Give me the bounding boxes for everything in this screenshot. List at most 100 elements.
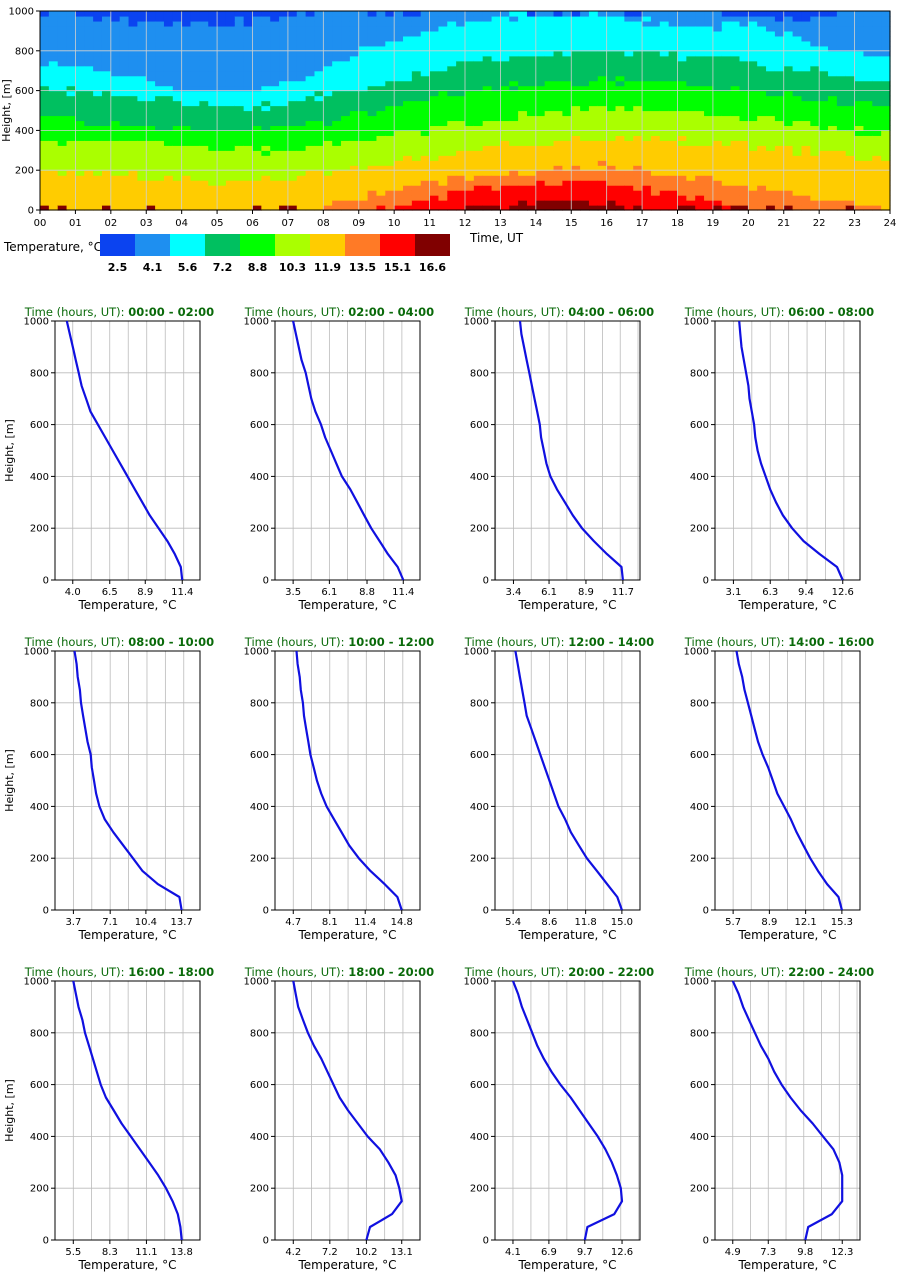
heatmap-cell bbox=[66, 155, 77, 161]
heatmap-cell bbox=[323, 45, 333, 52]
heatmap-cell bbox=[633, 170, 643, 176]
heatmap-cell bbox=[704, 165, 714, 171]
heatmap-cell bbox=[40, 110, 50, 117]
heatmap-cell bbox=[128, 90, 138, 97]
heatmap-cell bbox=[819, 190, 829, 196]
heatmap-cell bbox=[544, 11, 555, 17]
heatmap-cell bbox=[624, 150, 634, 156]
heatmap-cell bbox=[66, 45, 77, 52]
heatmap-cell bbox=[234, 205, 245, 211]
heatmap-cell bbox=[367, 115, 378, 122]
heatmap-cell bbox=[40, 25, 50, 32]
heatmap-cell bbox=[783, 11, 794, 17]
heatmap-cell bbox=[217, 90, 227, 97]
heatmap-cell bbox=[624, 20, 634, 27]
heatmap-cell bbox=[447, 200, 457, 206]
heatmap-cell bbox=[314, 170, 324, 176]
heatmap-cell bbox=[624, 190, 634, 196]
heatmap-cell bbox=[93, 35, 103, 42]
heatmap-cell bbox=[535, 50, 546, 57]
heatmap-cell bbox=[828, 185, 838, 191]
heatmap-cell bbox=[739, 60, 749, 67]
heatmap-cell bbox=[801, 25, 811, 32]
heatmap-cell bbox=[872, 110, 882, 117]
heatmap-cell bbox=[252, 35, 262, 42]
heatmap-cell bbox=[137, 165, 147, 171]
heatmap-cell bbox=[270, 165, 280, 171]
heatmap-cell bbox=[571, 125, 581, 131]
heatmap-cell bbox=[305, 80, 316, 87]
heatmap-cell bbox=[84, 60, 94, 67]
heatmap-cell bbox=[75, 55, 85, 62]
heatmap-cell bbox=[792, 115, 803, 122]
heatmap-cell bbox=[190, 15, 200, 22]
heatmap-cell bbox=[766, 45, 776, 52]
heatmap-cell bbox=[75, 30, 85, 37]
panel-x-tick-label: 12.3 bbox=[831, 1247, 853, 1258]
heatmap-cell bbox=[828, 180, 838, 186]
heatmap-cell bbox=[296, 45, 307, 52]
heatmap-cell bbox=[349, 30, 360, 37]
heatmap-cell bbox=[526, 60, 537, 67]
heatmap-cell bbox=[677, 135, 687, 141]
panel-y-tick-label: 600 bbox=[470, 750, 489, 761]
heatmap-cell bbox=[279, 195, 289, 201]
heatmap-cell bbox=[287, 11, 298, 17]
heatmap-cell bbox=[48, 45, 59, 52]
heatmap-cell bbox=[75, 170, 85, 176]
heatmap-cell bbox=[146, 120, 156, 127]
heatmap-cell bbox=[146, 25, 156, 32]
heatmap-cell bbox=[225, 65, 236, 72]
heatmap-cell bbox=[93, 20, 103, 27]
heatmap-cell bbox=[261, 95, 271, 102]
heatmap-cell bbox=[863, 50, 873, 57]
heatmap-cell bbox=[597, 155, 608, 161]
heatmap-cell bbox=[562, 100, 572, 107]
panel-y-tick-label: 800 bbox=[690, 698, 709, 709]
heatmap-cell bbox=[633, 160, 643, 166]
heatmap-y-tick-label: 400 bbox=[15, 126, 34, 137]
heatmap-cell bbox=[491, 195, 502, 201]
heatmap-cell bbox=[341, 45, 351, 52]
panel-x-tick-label: 6.3 bbox=[762, 587, 778, 598]
heatmap-cell bbox=[349, 140, 360, 146]
heatmap-cell bbox=[677, 95, 687, 102]
heatmap-cell bbox=[447, 60, 457, 67]
heatmap-cell bbox=[234, 50, 245, 57]
heatmap-cell bbox=[438, 150, 448, 156]
heatmap-cell bbox=[597, 20, 608, 27]
heatmap-cell bbox=[332, 95, 342, 102]
heatmap-cell bbox=[863, 60, 873, 67]
heatmap-cell bbox=[429, 175, 440, 181]
heatmap-cell bbox=[48, 185, 59, 191]
heatmap-cell bbox=[323, 20, 333, 27]
heatmap-cell bbox=[40, 145, 50, 151]
heatmap-cell bbox=[836, 35, 847, 42]
heatmap-cell bbox=[314, 205, 324, 211]
heatmap-cell bbox=[155, 140, 165, 146]
heatmap-cell bbox=[234, 200, 245, 206]
heatmap-cell bbox=[695, 110, 705, 117]
heatmap-cell bbox=[349, 15, 360, 22]
heatmap-cell bbox=[730, 195, 741, 201]
heatmap-cell bbox=[766, 50, 776, 57]
heatmap-cell bbox=[562, 165, 572, 171]
panel-frame bbox=[54, 320, 201, 581]
heatmap-cell bbox=[491, 200, 502, 206]
heatmap-cell bbox=[181, 95, 192, 102]
heatmap-cell bbox=[40, 45, 50, 52]
heatmap-cell bbox=[695, 95, 705, 102]
heatmap-cell bbox=[93, 15, 103, 22]
panel-x-tick-label: 8.8 bbox=[359, 587, 375, 598]
heatmap-cell bbox=[101, 35, 112, 42]
heatmap-cell bbox=[128, 95, 138, 102]
heatmap-cell bbox=[642, 125, 652, 131]
heatmap-cell bbox=[712, 60, 723, 67]
heatmap-cell bbox=[225, 155, 236, 161]
heatmap-cell bbox=[394, 195, 404, 201]
heatmap-cell bbox=[465, 200, 475, 206]
heatmap-cell bbox=[792, 200, 803, 206]
heatmap-cell bbox=[296, 95, 307, 102]
heatmap-cell bbox=[606, 110, 617, 117]
heatmap-cell bbox=[712, 11, 723, 17]
